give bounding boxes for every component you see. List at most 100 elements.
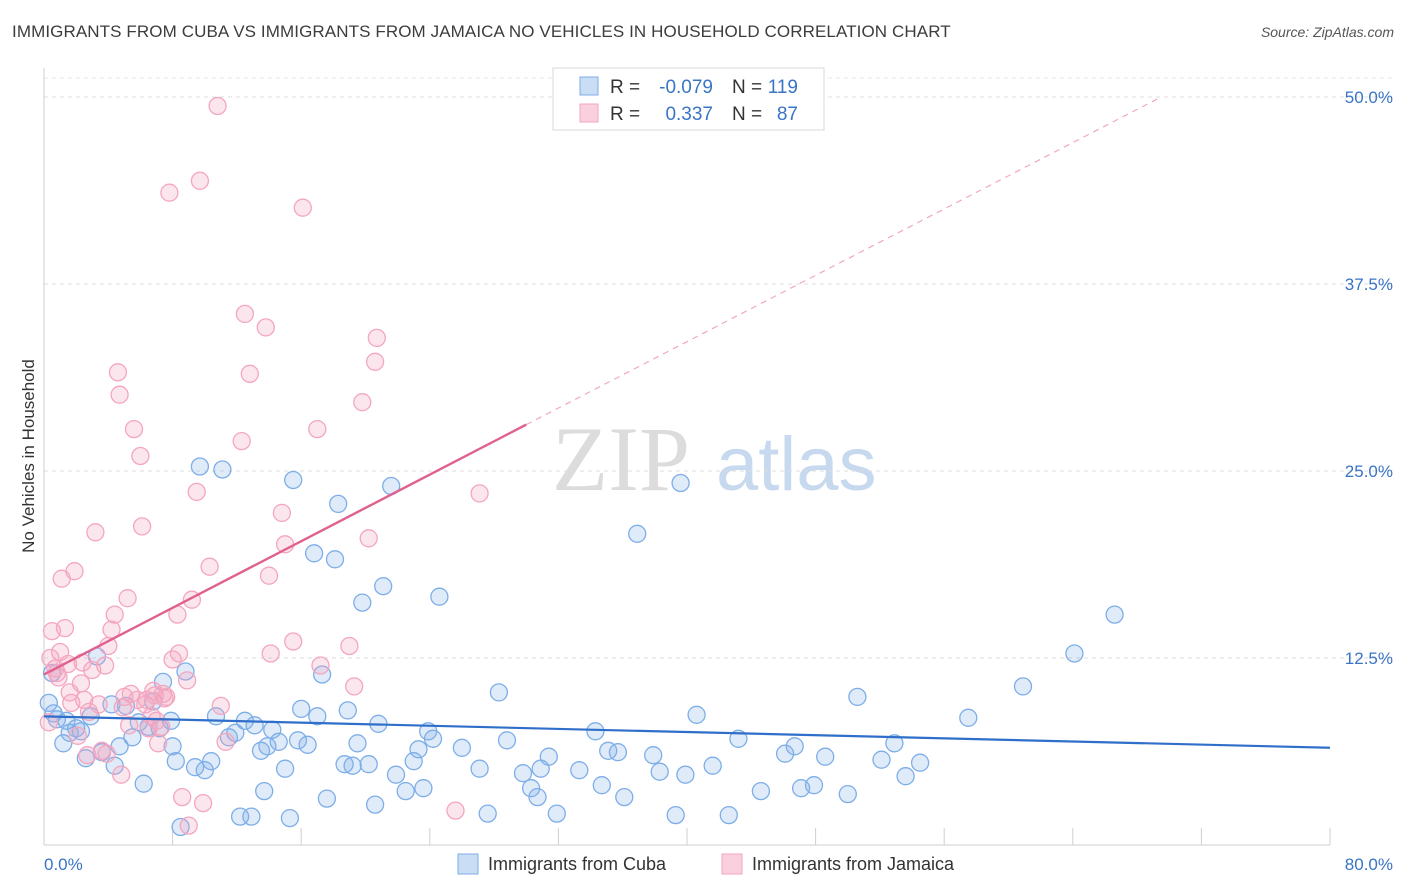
point-jamaica-73	[470, 484, 489, 503]
point-cuba-25	[163, 737, 182, 756]
point-jamaica-47	[187, 482, 206, 502]
points-jamaica	[39, 96, 489, 835]
point-jamaica-56	[240, 364, 259, 383]
y-tick-label-3: 50.0%	[1345, 88, 1393, 107]
point-cuba-0	[39, 693, 58, 713]
point-cuba-70	[404, 752, 423, 771]
point-cuba-69	[396, 781, 415, 801]
point-jamaica-17	[92, 741, 112, 760]
point-cuba-87	[570, 761, 589, 780]
point-jamaica-79	[120, 716, 139, 735]
point-cuba-76	[452, 738, 472, 757]
point-jamaica-83	[169, 644, 189, 663]
point-jamaica-71	[367, 328, 386, 348]
chart-title: IMMIGRANTS FROM CUBA VS IMMIGRANTS FROM …	[12, 22, 951, 41]
point-jamaica-23	[110, 385, 129, 404]
point-cuba-72	[414, 779, 433, 798]
point-cuba-68	[386, 765, 406, 784]
point-jamaica-21	[105, 605, 124, 624]
point-jamaica-65	[311, 656, 330, 675]
y-tick-label-2: 37.5%	[1345, 275, 1393, 294]
stats-r-label-jamaica: R =	[610, 104, 640, 125]
point-cuba-61	[348, 734, 367, 753]
point-jamaica-54	[232, 431, 251, 451]
point-jamaica-26	[118, 589, 137, 608]
point-cuba-43	[258, 737, 277, 756]
point-cuba-52	[304, 544, 324, 563]
point-cuba-62	[353, 593, 372, 612]
point-jamaica-1	[41, 648, 60, 668]
point-cuba-30	[190, 457, 210, 476]
points-cuba	[39, 457, 1124, 837]
point-jamaica-67	[345, 677, 364, 696]
point-cuba-99	[687, 705, 706, 724]
point-cuba-107	[804, 776, 824, 795]
point-jamaica-13	[78, 746, 97, 765]
point-jamaica-24	[112, 765, 131, 784]
point-cuba-81	[513, 764, 533, 783]
point-cuba-32	[202, 752, 221, 771]
point-cuba-59	[338, 701, 357, 720]
point-cuba-47	[280, 808, 300, 828]
point-cuba-51	[298, 735, 317, 754]
point-jamaica-16	[89, 695, 108, 714]
point-cuba-60	[343, 756, 362, 775]
legend-swatch-cuba	[457, 853, 479, 875]
point-jamaica-15	[86, 523, 105, 542]
point-cuba-89	[592, 776, 611, 795]
point-cuba-66	[374, 577, 393, 596]
point-jamaica-50	[200, 557, 219, 576]
stats-n-value-jamaica: 87	[777, 104, 798, 125]
stats-r-value-cuba: -0.079	[659, 77, 713, 98]
point-cuba-75	[430, 587, 449, 606]
stats-n-label-jamaica: N =	[732, 104, 762, 125]
point-cuba-116	[1013, 677, 1033, 696]
point-jamaica-49	[193, 793, 213, 813]
point-cuba-94	[644, 746, 663, 765]
point-jamaica-82	[153, 684, 173, 704]
point-jamaica-43	[173, 787, 192, 807]
point-cuba-64	[365, 795, 385, 814]
point-cuba-88	[586, 722, 605, 741]
point-cuba-91	[608, 743, 628, 762]
point-cuba-93	[628, 524, 647, 543]
stats-n-value-cuba: 119	[768, 77, 798, 98]
point-jamaica-84	[50, 642, 70, 662]
point-cuba-96	[666, 805, 685, 825]
point-cuba-53	[308, 707, 327, 726]
point-cuba-83	[528, 787, 547, 807]
point-cuba-24	[161, 711, 181, 730]
point-cuba-46	[275, 759, 295, 778]
legend-label-cuba: Immigrants from Cuba	[488, 854, 667, 874]
point-jamaica-51	[208, 96, 227, 116]
legend: Immigrants from Cuba Immigrants from Jam…	[457, 853, 955, 875]
source-credit: Source: ZipAtlas.com	[1260, 24, 1394, 40]
point-jamaica-0	[39, 713, 58, 732]
y-tick-label-1: 25.0%	[1345, 462, 1393, 481]
y-tick-label-0: 12.5%	[1345, 649, 1393, 668]
point-jamaica-78	[97, 744, 116, 763]
point-cuba-42	[255, 781, 274, 801]
watermark-zip: ZIP	[552, 408, 690, 510]
point-cuba-100	[703, 756, 722, 775]
point-cuba-92	[615, 787, 634, 807]
stats-n-label-cuba: N =	[732, 77, 762, 98]
point-jamaica-6	[55, 618, 75, 638]
point-jamaica-22	[108, 363, 128, 382]
point-cuba-111	[872, 750, 891, 769]
point-cuba-110	[848, 687, 867, 707]
stats-box: R = -0.079 N = 119 R = 0.337 N = 87	[552, 67, 825, 131]
point-cuba-85	[539, 747, 558, 766]
point-jamaica-36	[148, 734, 168, 753]
legend-swatch-jamaica	[721, 853, 743, 875]
point-jamaica-9	[65, 562, 84, 581]
point-cuba-55	[317, 789, 337, 808]
stats-r-label-cuba: R =	[610, 77, 640, 98]
point-jamaica-30	[131, 446, 150, 466]
point-jamaica-57	[256, 318, 275, 337]
point-cuba-117	[1065, 644, 1084, 663]
trend-line-jamaica	[43, 423, 527, 676]
point-cuba-105	[785, 737, 804, 756]
stats-r-value-jamaica: 0.337	[665, 104, 713, 125]
